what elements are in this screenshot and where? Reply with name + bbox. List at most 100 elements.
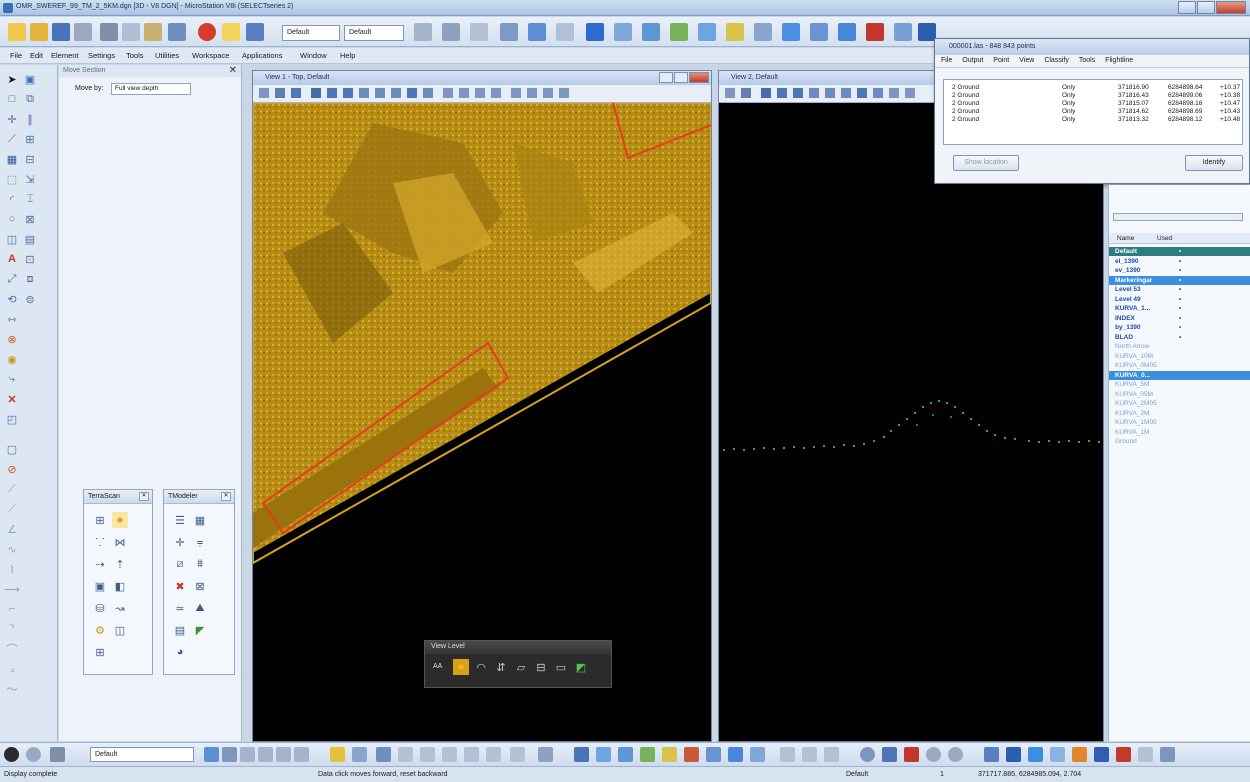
rectangle-tool-icon[interactable]: □	[8, 93, 16, 105]
line-style-icon[interactable]	[26, 747, 41, 762]
view2-attributes-icon[interactable]	[725, 88, 735, 98]
paste-icon[interactable]	[144, 23, 162, 41]
active-level-combo[interactable]: Default	[90, 747, 194, 762]
table-icon[interactable]	[1028, 747, 1043, 762]
view-attributes-icon[interactable]	[586, 23, 604, 41]
cut-section-icon[interactable]: ◧	[114, 580, 126, 593]
camera-icon[interactable]	[698, 23, 716, 41]
extend-tool-icon[interactable]: ⤷	[8, 372, 16, 385]
pd-menu-output[interactable]: Output	[962, 57, 984, 64]
view2-copy-icon[interactable]	[905, 88, 915, 98]
help-icon[interactable]	[222, 23, 240, 41]
level-row[interactable]: el_1390 •	[1109, 257, 1250, 266]
snap-keypoint-icon[interactable]	[352, 747, 367, 762]
angle-icon[interactable]: ∠	[7, 523, 17, 536]
level-row[interactable]: North Arrow	[1109, 342, 1250, 351]
level-row[interactable]: INDEX •	[1109, 314, 1250, 323]
level-row[interactable]: KURVA_05M	[1109, 390, 1250, 399]
level-row[interactable]: ev_1390 •	[1109, 266, 1250, 275]
model-grid-icon[interactable]: ▦	[194, 514, 206, 527]
view2-pan-icon[interactable]	[857, 88, 867, 98]
snap-tangent-icon[interactable]	[464, 747, 479, 762]
saved-views-icon[interactable]	[728, 747, 743, 762]
maximize-button[interactable]	[1197, 1, 1215, 14]
view2-display-icon[interactable]	[741, 88, 751, 98]
open-folder-icon[interactable]	[30, 23, 48, 41]
pd-menu-point[interactable]: Point	[993, 57, 1010, 64]
level-row[interactable]: KURVA_2M05	[1109, 399, 1250, 408]
snap-intersection-icon[interactable]	[442, 747, 457, 762]
project-explorer-icon[interactable]	[838, 23, 856, 41]
new-file-icon[interactable]	[8, 23, 26, 41]
snap-nearest-icon[interactable]	[420, 747, 435, 762]
view-1-minimize-button[interactable]	[659, 72, 673, 83]
point-list[interactable]: 2 Ground Only 371816.90 6284898.64 +10.37 2 …	[943, 79, 1243, 145]
minimize-button[interactable]	[1178, 1, 1196, 14]
pd-menu-view[interactable]: View	[1019, 57, 1035, 64]
rotate-view-icon[interactable]	[391, 88, 401, 98]
measure-area-icon[interactable]	[802, 747, 817, 762]
level-row[interactable]: Default •	[1109, 247, 1250, 256]
named-groups-icon[interactable]	[750, 747, 765, 762]
pd-menu-flightline[interactable]: Flightline	[1105, 57, 1134, 64]
copy-view-icon[interactable]	[459, 88, 469, 98]
pattern-tool-icon[interactable]: ▤	[24, 233, 36, 246]
terrascan-settings-icon[interactable]: ▢	[6, 443, 18, 456]
snap-perpendicular-icon[interactable]	[538, 747, 553, 762]
reference-icon[interactable]	[528, 23, 546, 41]
level-row[interactable]: KURVA_1M	[1109, 428, 1250, 437]
element-selection-icon[interactable]	[414, 23, 432, 41]
toggle-3d-icon[interactable]	[543, 88, 553, 98]
select-arrow-icon[interactable]: ➤	[7, 73, 17, 86]
level-row[interactable]: Markeringar •	[1109, 275, 1250, 285]
snap-center-icon[interactable]	[376, 747, 391, 762]
menu-file[interactable]: File	[10, 51, 23, 60]
menu-applications[interactable]: Applications	[242, 51, 283, 60]
snap-bisector-icon[interactable]	[510, 747, 525, 762]
cut-icon[interactable]	[100, 23, 118, 41]
patterns-icon[interactable]	[596, 747, 611, 762]
pd-menu-file[interactable]: File	[941, 57, 953, 64]
fence-mode-icon[interactable]	[204, 747, 219, 762]
view2-rotate-icon[interactable]	[841, 88, 851, 98]
render-view-icon[interactable]	[559, 88, 569, 98]
delete-element-icon[interactable]: ✕	[7, 393, 17, 406]
palette-icon[interactable]	[1072, 747, 1087, 762]
pd-menu-classify[interactable]: Classify	[1044, 57, 1069, 64]
model-lines-icon[interactable]: ☰	[175, 514, 185, 527]
view-display-icon[interactable]	[275, 88, 285, 98]
lock-tool-icon[interactable]: ⊜	[25, 293, 35, 306]
shadows-icon[interactable]: ◠	[476, 661, 486, 674]
arc-tool-icon[interactable]: ◜	[9, 193, 15, 206]
terrascan-close-icon[interactable]: ✕	[139, 492, 149, 501]
measure-tool-icon[interactable]: ⇲	[25, 173, 35, 186]
sheets-icon[interactable]	[618, 747, 633, 762]
fit-view-icon[interactable]	[375, 88, 385, 98]
view2-window-area-icon[interactable]	[809, 88, 819, 98]
mesh-icon[interactable]: ⩩	[197, 557, 203, 570]
menu-workspace[interactable]: Workspace	[192, 51, 230, 60]
modify-tool-icon[interactable]: ⊟	[25, 153, 35, 166]
manipulate-tool-icon[interactable]: ⤢	[7, 272, 17, 285]
view-1-maximize-button[interactable]	[674, 72, 688, 83]
orbit-icon[interactable]	[860, 747, 875, 762]
level-row[interactable]: KURVA_5M	[1109, 380, 1250, 389]
style-combo[interactable]: Default	[344, 25, 404, 41]
turn-icon[interactable]	[948, 747, 963, 762]
display-style-icon[interactable]	[614, 23, 632, 41]
cells-icon[interactable]	[574, 747, 589, 762]
cell-library-icon[interactable]: ◉	[7, 353, 17, 366]
place-shape-icon[interactable]: ⬚	[6, 173, 18, 186]
view2-next-icon[interactable]	[889, 88, 899, 98]
measure-radius-icon[interactable]	[824, 747, 839, 762]
clip-volume-icon[interactable]	[475, 88, 485, 98]
render-icon[interactable]	[198, 23, 216, 41]
brightness-icon[interactable]: ✷	[453, 659, 469, 675]
dimension-tool-icon[interactable]: ⌶	[26, 192, 34, 205]
group-tool-icon[interactable]: ⧈	[26, 272, 34, 285]
tags-icon[interactable]	[662, 747, 677, 762]
fly-icon[interactable]	[882, 747, 897, 762]
element-color-icon[interactable]	[4, 747, 19, 762]
tasks-icon[interactable]	[726, 23, 744, 41]
cross-tool-icon[interactable]: ✛	[7, 113, 17, 126]
